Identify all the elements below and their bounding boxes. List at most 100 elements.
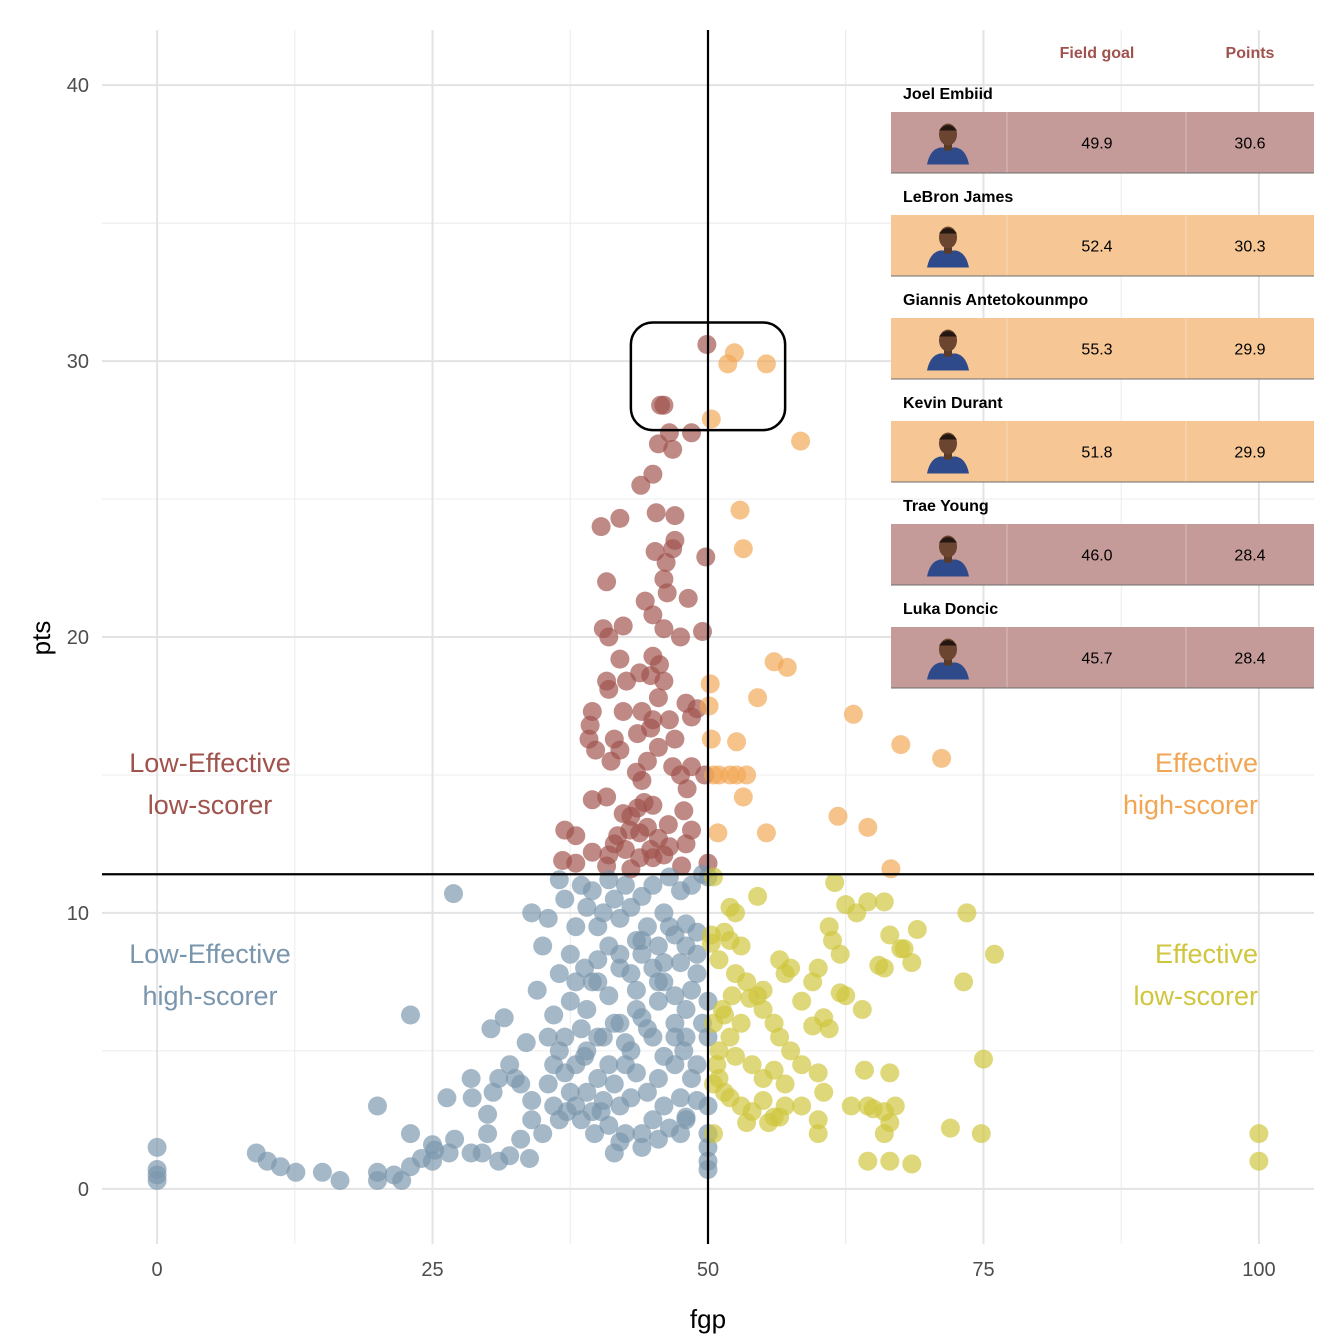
data-point-low_effective_high_scorer (648, 972, 668, 992)
data-point-effective_high_scorer (737, 765, 757, 785)
data-point-low_effective_high_scorer (544, 1055, 564, 1075)
quadrant-labels: Low-Effective low-scorer Effective high-sco… (129, 748, 1258, 1011)
data-point-effective_low_scorer (792, 991, 812, 1011)
data-point-low_effective_high_scorer (626, 1063, 646, 1083)
data-point-low_effective_low_scorer (628, 724, 647, 744)
data-point-low_effective_low_scorer (566, 853, 586, 873)
field-goal-value: 46.0 (1081, 548, 1112, 565)
data-point-low_effective_high_scorer (610, 958, 630, 978)
data-point-low_effective_high_scorer (271, 1157, 290, 1177)
data-point-low_effective_high_scorer (648, 1129, 668, 1149)
quadrant-label: Low-Effective (129, 939, 291, 969)
data-point-effective_low_scorer (808, 1063, 828, 1083)
data-point-low_effective_low_scorer (566, 826, 586, 846)
data-point-low_effective_high_scorer (557, 1102, 577, 1122)
data-point-effective_low_scorer (814, 1082, 834, 1102)
data-point-low_effective_high_scorer (445, 1129, 465, 1149)
data-point-effective_low_scorer (1249, 1124, 1269, 1144)
field-goal-value: 52.4 (1081, 239, 1112, 256)
data-point-low_effective_high_scorer (566, 1055, 586, 1075)
headshot-shoulders (927, 662, 969, 680)
headshot-neck (944, 142, 952, 151)
data-point-low_effective_high_scorer (494, 1008, 514, 1028)
data-point-low_effective_low_scorer (617, 671, 636, 691)
data-point-low_effective_low_scorer (630, 823, 650, 843)
data-point-low_effective_low_scorer (643, 464, 663, 484)
data-point-low_effective_high_scorer (330, 1171, 350, 1190)
data-point-effective_low_scorer (880, 925, 900, 945)
x-tick-label: 50 (697, 1259, 719, 1281)
headshot-neck (944, 657, 952, 666)
data-point-low_effective_high_scorer (599, 936, 619, 956)
player-name: Giannis Antetokounmpo (903, 292, 1088, 309)
data-point-low_effective_high_scorer (676, 1107, 696, 1127)
data-point-effective_low_scorer (770, 1027, 790, 1047)
y-tick-label: 10 (67, 903, 89, 925)
player-name: Trae Young (903, 498, 989, 515)
data-point-low_effective_high_scorer (674, 1041, 694, 1061)
data-point-low_effective_low_scorer (599, 627, 619, 647)
data-point-low_effective_high_scorer (637, 917, 657, 937)
headshot-hair (939, 640, 957, 646)
data-point-low_effective_high_scorer (621, 1041, 641, 1061)
player-headshot-icon (927, 329, 969, 371)
data-point-low_effective_high_scorer (610, 1132, 630, 1152)
data-point-effective_high_scorer (748, 688, 768, 708)
data-point-effective_high_scorer (701, 729, 721, 749)
data-point-low_effective_low_scorer (621, 859, 641, 879)
data-point-effective_low_scorer (902, 1154, 922, 1174)
data-point-low_effective_high_scorer (392, 1171, 412, 1190)
data-point-low_effective_high_scorer (632, 1137, 652, 1157)
data-point-effective_low_scorer (731, 936, 751, 956)
data-point-low_effective_high_scorer (401, 1124, 420, 1144)
data-point-low_effective_low_scorer (665, 506, 685, 526)
data-point-low_effective_high_scorer (368, 1171, 387, 1190)
data-point-effective_low_scorer (874, 958, 894, 978)
data-point-effective_low_scorer (722, 986, 742, 1006)
data-point-low_effective_high_scorer (533, 936, 553, 956)
data-point-low_effective_high_scorer (654, 1046, 674, 1066)
data-point-low_effective_high_scorer (577, 1000, 597, 1019)
data-point-low_effective_low_scorer (610, 649, 630, 669)
data-point-low_effective_low_scorer (648, 737, 668, 757)
field-goal-value: 45.7 (1081, 651, 1112, 668)
data-point-effective_high_scorer (756, 823, 776, 843)
data-point-low_effective_high_scorer (582, 881, 602, 901)
data-point-low_effective_low_scorer (656, 553, 676, 572)
data-point-effective_low_scorer (885, 1096, 905, 1116)
x-tick-label: 0 (152, 1259, 163, 1281)
data-point-low_effective_high_scorer (671, 1088, 690, 1108)
headshot-neck (944, 245, 952, 254)
data-point-low_effective_high_scorer (522, 903, 542, 923)
y-axis-title: pts (26, 621, 56, 656)
data-point-low_effective_high_scorer (522, 1110, 542, 1130)
data-point-low_effective_high_scorer (643, 1027, 663, 1047)
data-point-effective_low_scorer (858, 892, 878, 912)
data-point-low_effective_low_scorer (643, 795, 663, 815)
data-point-low_effective_high_scorer (575, 958, 595, 978)
data-point-low_effective_low_scorer (682, 707, 701, 727)
data-point-low_effective_high_scorer (549, 964, 569, 984)
data-point-effective_high_scorer (756, 354, 776, 374)
data-point-low_effective_low_scorer (635, 591, 655, 611)
data-point-low_effective_high_scorer (665, 1013, 685, 1033)
data-point-low_effective_low_scorer (610, 508, 630, 528)
data-point-low_effective_high_scorer (671, 1124, 690, 1144)
data-point-low_effective_high_scorer (500, 1146, 520, 1166)
data-point-low_effective_high_scorer (368, 1096, 387, 1116)
data-point-low_effective_low_scorer (613, 616, 633, 636)
headshot-shoulders (927, 250, 969, 268)
data-point-low_effective_high_scorer (555, 1027, 575, 1047)
data-point-low_effective_high_scorer (147, 1171, 167, 1190)
data-point-effective_low_scorer (902, 953, 922, 973)
data-point-low_effective_high_scorer (560, 944, 580, 964)
data-point-low_effective_high_scorer (648, 936, 668, 956)
data-point-effective_low_scorer (753, 1091, 773, 1110)
data-point-effective_high_scorer (733, 539, 753, 559)
data-point-low_effective_high_scorer (533, 1124, 553, 1144)
data-point-effective_low_scorer (841, 1096, 861, 1116)
y-tick-label: 40 (67, 75, 89, 97)
data-point-low_effective_high_scorer (527, 980, 547, 1000)
data-point-effective_high_scorer (718, 354, 738, 374)
data-point-low_effective_high_scorer (566, 917, 586, 937)
